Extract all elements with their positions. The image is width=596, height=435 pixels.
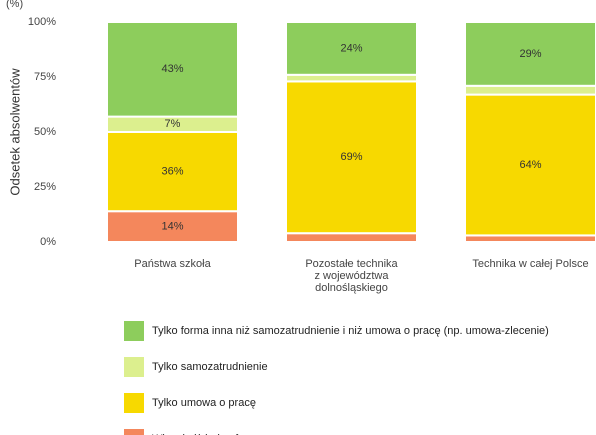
y-tick-label: 25% xyxy=(34,181,56,193)
data-label: 14% xyxy=(161,221,183,233)
y-tick-label: 100% xyxy=(28,16,56,28)
bar-segment xyxy=(285,80,418,235)
data-label: 36% xyxy=(161,166,183,178)
legend-label: Więcej niż jedna forma xyxy=(152,433,264,435)
bar-segment xyxy=(285,21,418,76)
y-axis-label: Odsetek absolwentów xyxy=(7,68,22,196)
legend-swatch xyxy=(124,429,144,435)
bar-segment xyxy=(464,93,596,237)
bar-segment xyxy=(464,21,596,87)
legend-label: Tylko umowa o pracę xyxy=(152,397,256,409)
bar-segment xyxy=(106,210,239,243)
data-label: 69% xyxy=(340,151,362,163)
data-label: 29% xyxy=(519,48,541,60)
x-tick-label: Państwa szkoła xyxy=(134,258,211,270)
bar-segment xyxy=(106,21,239,118)
data-label: 64% xyxy=(519,159,541,171)
bar-segment xyxy=(285,232,418,243)
bar-segment xyxy=(106,131,239,213)
y-tick-label: 0% xyxy=(40,236,56,248)
legend-swatch xyxy=(124,393,144,413)
unit-note: (%) xyxy=(6,0,23,10)
legend-label: Tylko samozatrudnienie xyxy=(152,361,268,373)
legend-swatch xyxy=(124,357,144,377)
data-label: 24% xyxy=(340,42,362,54)
legend-label: Tylko forma inna niż samozatrudnienie i … xyxy=(152,325,549,337)
y-tick-label: 75% xyxy=(34,71,56,83)
y-tick-label: 50% xyxy=(34,126,56,138)
data-label: 43% xyxy=(161,63,183,75)
bar-segment xyxy=(464,84,596,96)
data-label: 7% xyxy=(165,118,181,130)
x-tick-label: Technika w całej Polsce xyxy=(472,258,588,270)
legend-swatch xyxy=(124,321,144,341)
x-tick-label: Pozostałe technika z województwa dolnośląs… xyxy=(305,258,398,294)
